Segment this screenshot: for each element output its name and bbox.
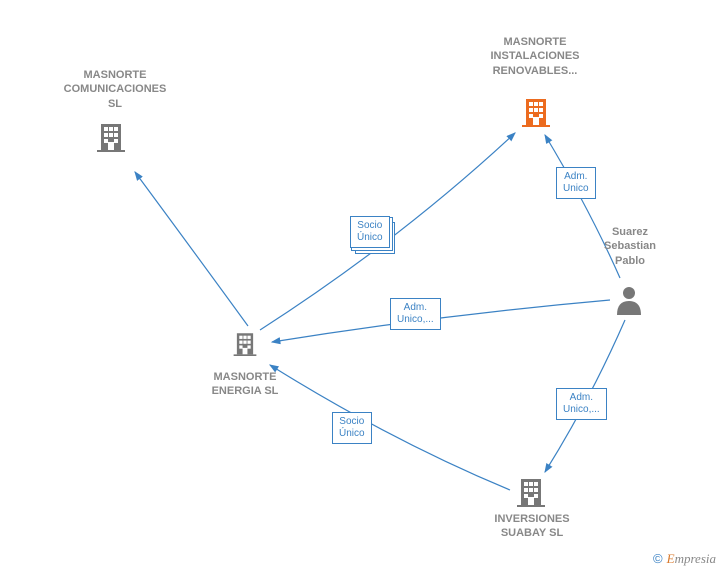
watermark: © Empresia: [653, 551, 716, 567]
edge-label-suarez_to_instalaciones: Adm. Unico: [556, 167, 596, 199]
edge-suarez_to_energia: [272, 300, 610, 342]
building-icon[interactable]: [520, 95, 552, 132]
building-icon[interactable]: [95, 120, 127, 157]
edge-label-suarez_to_energia: Adm. Unico,...: [390, 298, 441, 330]
watermark-firstletter: E: [667, 551, 675, 566]
edge-label-energia_socio_overlap: Socio Único: [350, 216, 390, 248]
node-label-inversiones_suabay: INVERSIONES SUABAY SL: [482, 512, 582, 541]
edge-label-suarez_to_suabay: Adm. Unico,...: [556, 388, 607, 420]
building-icon[interactable]: [515, 475, 547, 512]
watermark-text: mpresia: [675, 551, 716, 566]
node-label-masnorte_comunicaciones: MASNORTE COMUNICACIONES SL: [55, 68, 175, 111]
node-label-masnorte_energia: MASNORTE ENERGIA SL: [195, 370, 295, 399]
person-icon[interactable]: [615, 285, 643, 320]
building-icon[interactable]: [232, 330, 258, 361]
copyright-symbol: ©: [653, 551, 663, 566]
edge-label-suabay_to_energia: Socio Único: [332, 412, 372, 444]
node-label-suarez: Suarez Sebastian Pablo: [590, 225, 670, 268]
node-label-masnorte_instalaciones: MASNORTE INSTALACIONES RENOVABLES...: [470, 35, 600, 78]
edge-energia_to_comunicaciones: [135, 172, 248, 326]
edge-suabay_to_energia: [270, 365, 510, 490]
